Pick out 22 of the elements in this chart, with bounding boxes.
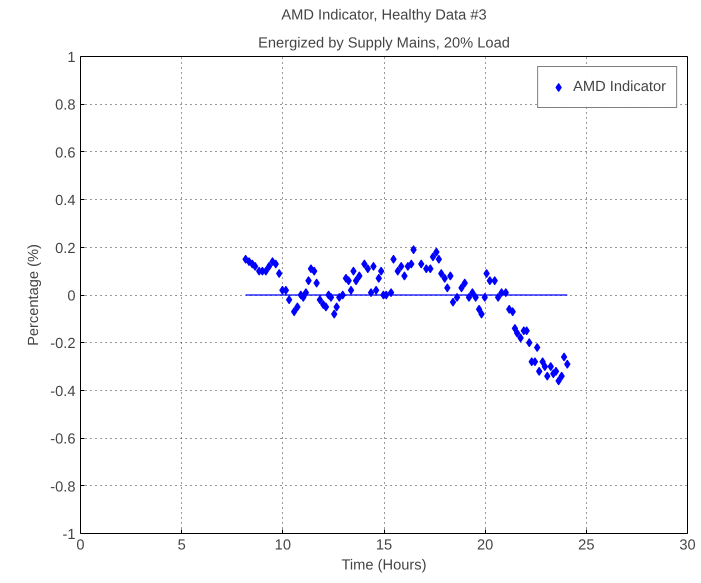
y-axis-title: Percentage (%) [26,244,42,346]
y-tick-label: -0.8 [50,479,76,496]
y-tick-label: 0.8 [55,98,76,114]
x-tick-label: 15 [376,538,392,554]
x-axis-title: Time (Hours) [342,558,426,574]
y-tick-label: -0.2 [50,336,76,352]
x-tick-label: 20 [477,538,494,554]
chart-subtitle: Energized by Supply Mains, 20% Load [258,36,510,52]
y-tick-label: 0.4 [55,193,76,210]
x-tick-label: 25 [578,538,594,554]
y-tick-label: -0.6 [50,432,76,448]
y-tick-label: 0.6 [55,145,76,162]
y-tick-label: -0.4 [50,384,76,400]
x-tick-label: 5 [178,538,186,554]
x-tick-label: 10 [274,538,291,554]
legend-label: AMD Indicator [573,79,666,95]
y-tick-label: 0.2 [55,240,76,257]
x-tick-label: 30 [679,538,696,554]
y-tick-label: 1 [67,50,76,66]
y-tick-label: -1 [62,527,76,543]
chart-title: AMD Indicator, Healthy Data #3 [281,8,487,24]
y-tick-label: 0 [67,288,76,304]
